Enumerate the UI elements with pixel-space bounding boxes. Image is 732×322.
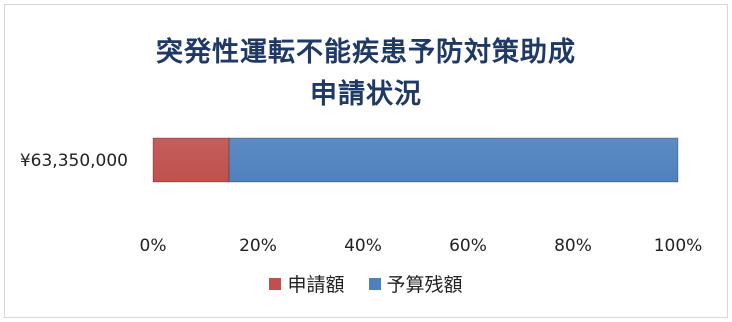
- legend-swatch-remaining: [368, 277, 381, 290]
- bar-segment-remaining: [228, 137, 679, 183]
- legend-swatch-applied: [269, 277, 282, 290]
- legend-label-applied: 申請額: [287, 274, 345, 296]
- chart-title-line-1: 突発性運転不能疾患予防対策助成: [156, 37, 576, 68]
- legend-item-remaining: 予算残額: [368, 270, 463, 297]
- x-tick-label: 60%: [449, 236, 487, 256]
- chart-legend: 申請額 予算残額: [0, 270, 732, 297]
- chart-title-line-2: 申請状況: [310, 79, 422, 110]
- x-tick-label: 100%: [654, 236, 703, 256]
- x-tick-label: 80%: [554, 236, 592, 256]
- legend-item-applied: 申請額: [269, 270, 345, 297]
- x-tick-label: 40%: [344, 236, 382, 256]
- legend-label-remaining: 予算残額: [386, 274, 463, 296]
- x-tick-label: 20%: [239, 236, 277, 256]
- bar-segment-applied: [152, 137, 230, 183]
- category-label: ¥63,350,000: [20, 151, 128, 171]
- x-tick-label: 0%: [140, 236, 167, 256]
